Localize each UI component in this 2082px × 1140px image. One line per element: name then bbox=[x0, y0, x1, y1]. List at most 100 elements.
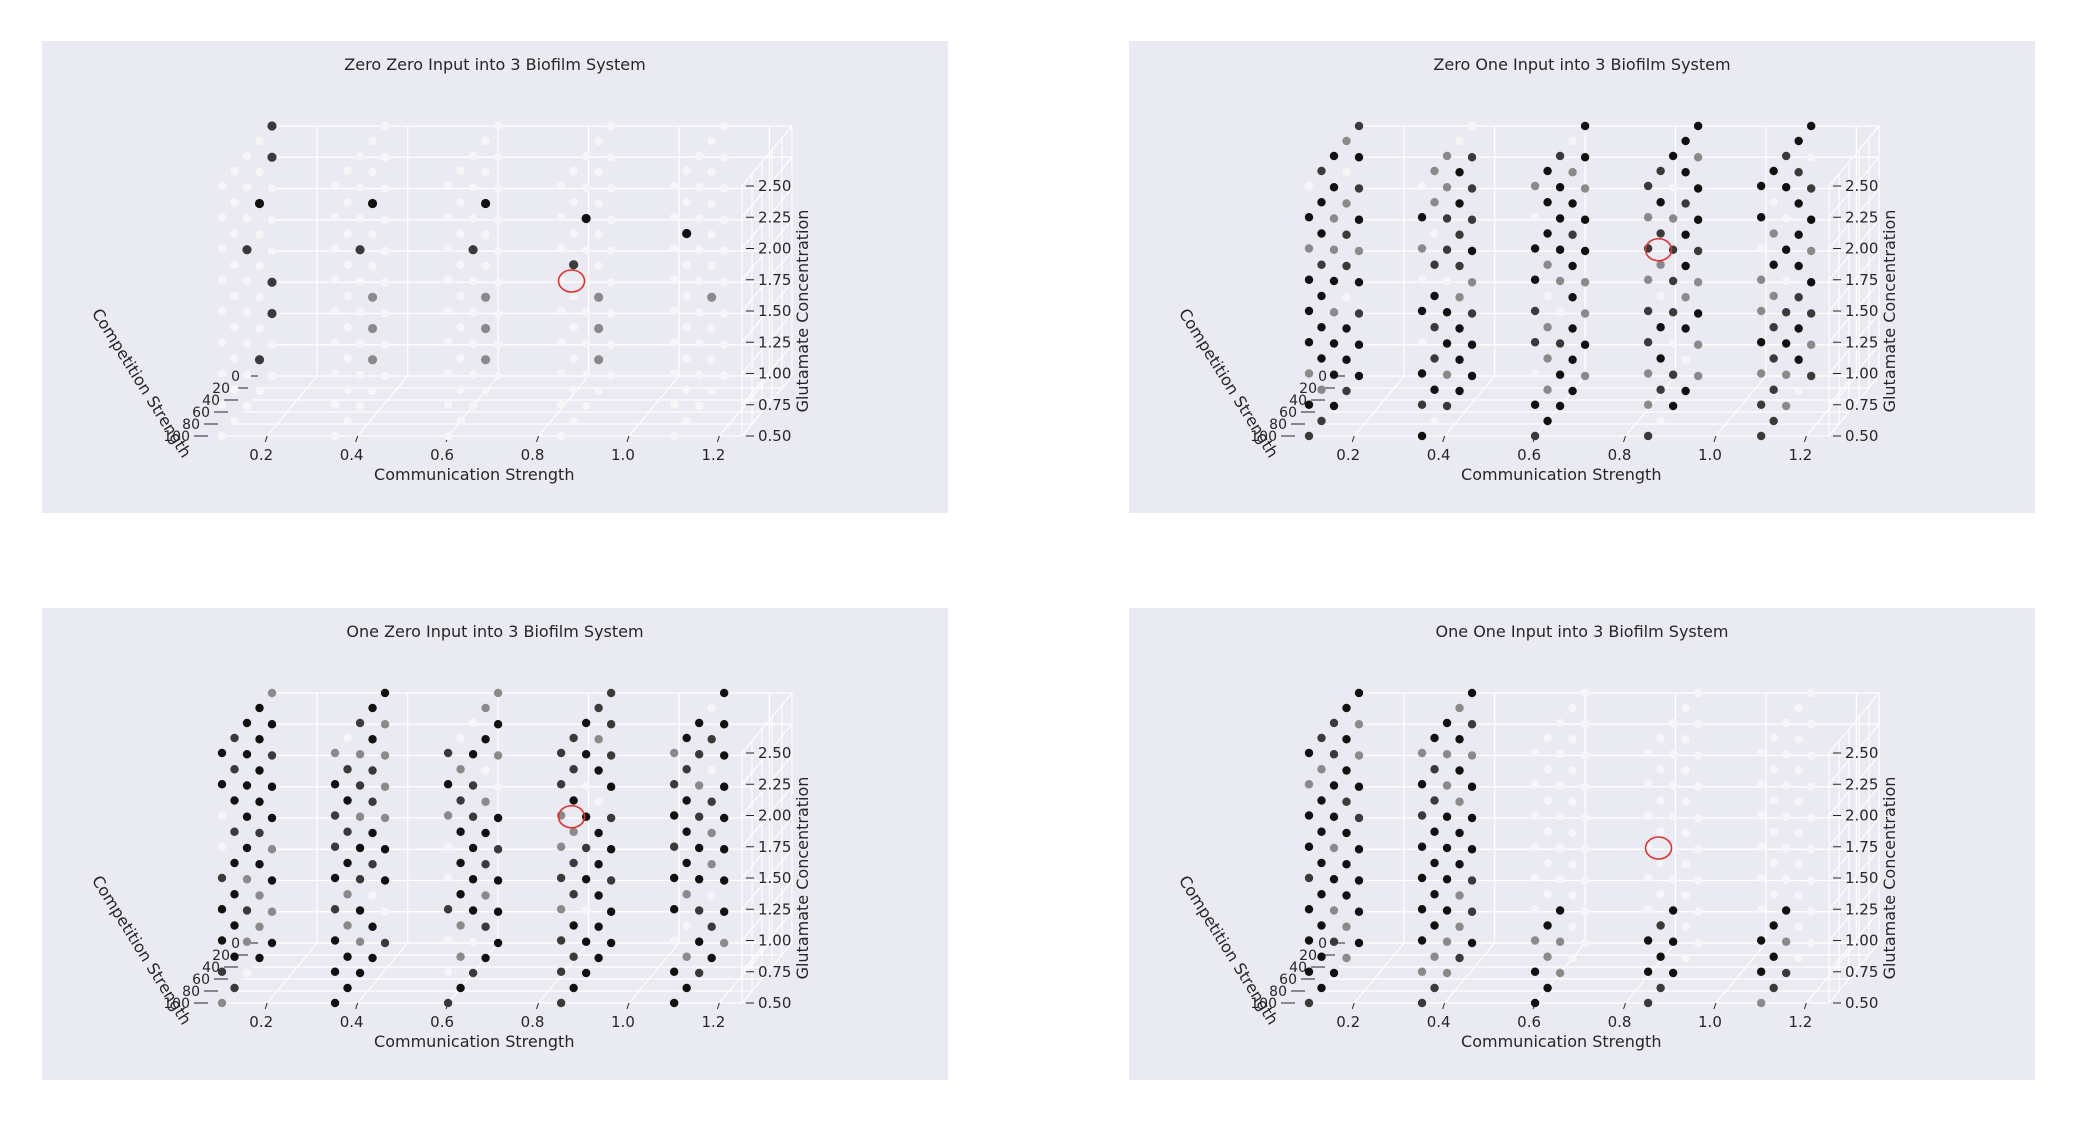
scatter-point bbox=[380, 782, 390, 791]
scatter-point bbox=[468, 718, 478, 728]
scatter-point bbox=[1467, 340, 1477, 349]
scatter-point bbox=[1681, 230, 1690, 239]
scatter-point bbox=[343, 952, 352, 961]
scatter-point bbox=[1317, 921, 1326, 930]
scatter-point bbox=[1417, 998, 1427, 1008]
scatter-point bbox=[569, 952, 578, 961]
scatter-point bbox=[1442, 214, 1452, 223]
scatter-point bbox=[1656, 198, 1665, 207]
scatter-point bbox=[1317, 323, 1326, 332]
x-tick-label: 0.2 bbox=[1336, 1013, 1360, 1031]
scatter-point bbox=[230, 858, 239, 868]
scatter-point bbox=[581, 937, 591, 946]
chart-panel-zero-one: Zero One Input into 3 Biofilm System 0.2… bbox=[1129, 41, 2035, 513]
scatter-point bbox=[1417, 748, 1427, 758]
scatter-point bbox=[267, 152, 277, 162]
scatter-point bbox=[1467, 246, 1477, 256]
x-tick bbox=[536, 435, 539, 443]
scatter-point bbox=[1769, 765, 1778, 774]
scatter-point bbox=[682, 921, 691, 930]
scatter-point bbox=[1442, 843, 1452, 853]
scatter-point bbox=[1417, 967, 1427, 976]
scatter-point bbox=[1342, 953, 1351, 963]
scatter-point bbox=[1681, 199, 1690, 208]
scatter-point bbox=[481, 261, 490, 271]
scatter-point bbox=[468, 812, 478, 821]
scatter-point bbox=[556, 431, 566, 441]
scatter-point bbox=[1342, 199, 1351, 208]
scatter-point bbox=[481, 766, 490, 775]
scatter-point bbox=[1580, 215, 1590, 224]
scatter-point bbox=[669, 780, 679, 789]
scatter-point bbox=[1756, 306, 1766, 316]
scatter-point bbox=[242, 245, 252, 255]
scatter-point bbox=[368, 828, 377, 838]
scatter-point bbox=[682, 198, 691, 207]
scatter-point bbox=[606, 153, 616, 162]
scatter-point bbox=[267, 688, 277, 698]
scatter-point bbox=[1568, 891, 1577, 900]
scatter-point bbox=[581, 843, 591, 853]
scatter-point bbox=[343, 890, 352, 899]
scatter-point bbox=[456, 858, 465, 868]
scatter-point bbox=[1643, 780, 1653, 789]
z-tick-label: 2.25 bbox=[1845, 208, 1878, 226]
x-tick bbox=[1803, 435, 1807, 443]
scatter-point bbox=[255, 922, 264, 931]
scatter-point bbox=[1543, 198, 1552, 207]
scatter-point bbox=[1455, 168, 1464, 177]
scatter-point bbox=[1769, 354, 1778, 363]
scatter-point bbox=[1656, 260, 1665, 269]
scatter-point bbox=[594, 168, 603, 177]
grid-line bbox=[741, 375, 793, 437]
scatter-point bbox=[1317, 983, 1326, 993]
scatter-point bbox=[1668, 308, 1678, 317]
scatter-point bbox=[255, 828, 264, 838]
scatter-point bbox=[330, 275, 340, 284]
scatter-point bbox=[456, 952, 465, 961]
scatter-point bbox=[1317, 385, 1326, 394]
scatter-point bbox=[606, 340, 616, 349]
scatter-point bbox=[707, 703, 716, 713]
scatter-point bbox=[1693, 371, 1703, 381]
scatter-point bbox=[468, 276, 478, 286]
scatter-point bbox=[1806, 938, 1816, 948]
scatter-point bbox=[594, 261, 603, 271]
scatter-point bbox=[1781, 370, 1791, 379]
scatter-point bbox=[355, 370, 365, 379]
scatter-point bbox=[682, 858, 691, 868]
scatter-point bbox=[380, 278, 390, 287]
scatter-point bbox=[1455, 199, 1464, 208]
scatter-point bbox=[1580, 720, 1590, 729]
scatter-point bbox=[694, 968, 704, 978]
scatter-point bbox=[1769, 952, 1778, 961]
scatter-point bbox=[468, 937, 478, 946]
x-tick-label: 0.6 bbox=[1517, 446, 1541, 464]
z-tick-label: 1.50 bbox=[758, 302, 791, 320]
scatter-point bbox=[1530, 275, 1540, 284]
scatter-point bbox=[456, 796, 465, 805]
grid-line bbox=[1828, 942, 1880, 1004]
scatter-point bbox=[217, 306, 227, 316]
scatter-point bbox=[242, 214, 252, 223]
scatter-point bbox=[1530, 338, 1540, 347]
scatter-point bbox=[1430, 983, 1439, 993]
scatter-point bbox=[1304, 873, 1314, 883]
scatter-point bbox=[1342, 766, 1351, 775]
scatter-point bbox=[1656, 166, 1665, 176]
y-tick-label: 100 bbox=[163, 429, 190, 445]
scatter-point bbox=[481, 136, 490, 146]
scatter-point bbox=[267, 907, 277, 916]
scatter-point bbox=[1329, 308, 1339, 317]
scatter-point bbox=[255, 703, 264, 713]
scatter-point bbox=[1442, 183, 1452, 192]
scatter-point bbox=[1756, 842, 1766, 851]
scatter-point bbox=[468, 781, 478, 790]
scatter-point bbox=[556, 338, 566, 347]
scatter-point bbox=[368, 136, 377, 146]
scatter-point bbox=[1317, 229, 1326, 238]
scatter-point bbox=[380, 153, 390, 162]
scatter-point bbox=[1806, 751, 1816, 760]
scatter-point bbox=[355, 718, 365, 728]
